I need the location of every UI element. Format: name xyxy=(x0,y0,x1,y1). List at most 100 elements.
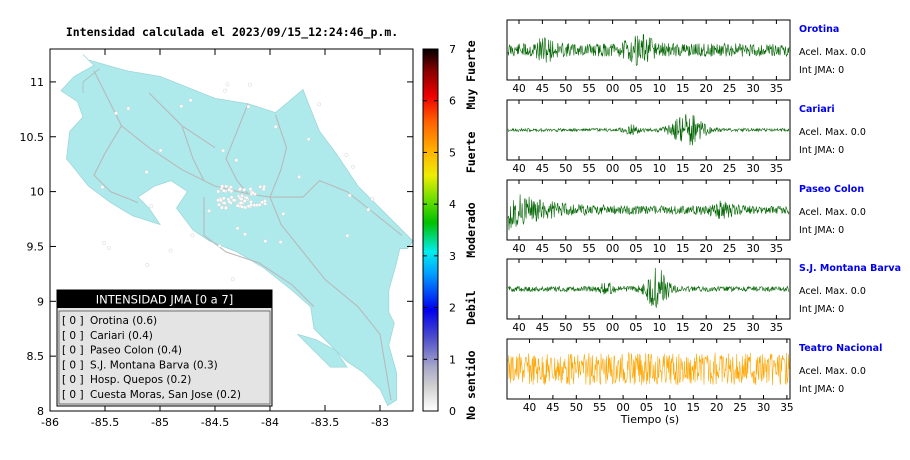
station-marker xyxy=(239,197,244,201)
station-marker xyxy=(370,197,375,202)
waveform-x-tick-label: 50 xyxy=(559,243,572,255)
waveform-x-tick-label: 10 xyxy=(653,83,666,95)
station-marker xyxy=(179,104,184,109)
waveform-x-tick-label: 20 xyxy=(700,83,713,95)
waveform-x-tick-label: 45 xyxy=(536,243,549,255)
waveform-x-tick-label: 30 xyxy=(746,83,759,95)
road-line xyxy=(225,103,249,195)
waveform-x-tick-label: 05 xyxy=(629,163,642,175)
station-marker xyxy=(224,184,229,189)
station-marker xyxy=(227,199,232,204)
station-marker xyxy=(229,185,233,190)
map-x-tick-label: -85.5 xyxy=(91,416,119,429)
waveform-trace xyxy=(507,267,790,308)
station-marker xyxy=(106,246,111,250)
station-marker xyxy=(244,195,249,200)
waveform-x-tick-label: 20 xyxy=(700,163,713,175)
waveform-panel: 40 45 50 55 00 05 10 15 20 25 30 35 xyxy=(506,338,794,414)
station-marker xyxy=(240,204,245,209)
map-y-tick-label: 8.5 xyxy=(27,350,45,363)
legend-item-level: [ 0 ] xyxy=(62,330,84,342)
station-marker xyxy=(261,187,266,192)
waveform-x-tick-label: 05 xyxy=(629,83,642,95)
station-marker xyxy=(273,124,278,129)
waveform-x-tick-label: 30 xyxy=(757,402,770,414)
station-marker xyxy=(229,195,234,200)
waveform-panel: 40 45 50 55 00 05 10 15 20 25 30 35 xyxy=(506,258,791,334)
waveform-x-tick-label: 00 xyxy=(606,83,619,95)
map-title: Intensidad calculada el 2023/09/15_12:24… xyxy=(66,25,398,40)
legend-item-label: Cariari (0.4) xyxy=(90,330,153,342)
intensity-map: Intensidad calculada el 2023/09/15_12:24… xyxy=(20,25,414,429)
station-marker xyxy=(250,190,255,195)
legend-item-level: [ 0 ] xyxy=(62,359,84,371)
station-marker xyxy=(223,88,228,93)
station-jma: Int JMA: 0 xyxy=(799,145,845,156)
station-marker xyxy=(223,206,228,210)
waveform-x-tick-label: 20 xyxy=(700,243,713,255)
station-acel-max: Acel. Max. 0.0 xyxy=(799,207,866,218)
station-marker xyxy=(235,203,240,208)
nicaragua-coast xyxy=(82,68,100,93)
waveform-x-tick-label: 55 xyxy=(583,83,596,95)
legend-item-label: Cuesta Moras, San Jose (0.2) xyxy=(90,389,241,401)
map-x-tick-label: -85 xyxy=(151,416,169,429)
road-line xyxy=(270,179,403,236)
map-x-tick-label: -83 xyxy=(371,416,389,429)
station-marker xyxy=(239,200,243,205)
legend-item-level: [ 0 ] xyxy=(62,389,84,401)
station-marker xyxy=(227,187,232,192)
colorbar-tick-label: 1 xyxy=(449,353,456,366)
waveform-x-tick-label: 40 xyxy=(512,243,525,255)
station-name: Paseo Colon xyxy=(799,184,865,195)
station-marker xyxy=(190,233,195,238)
waveform-x-tick-label: 55 xyxy=(583,163,596,175)
waveform-trace xyxy=(507,114,790,146)
station-marker xyxy=(168,248,173,253)
time-axis-label: Tiempo (s) xyxy=(620,413,680,426)
colorbar-tick-label: 6 xyxy=(449,95,456,108)
station-marker xyxy=(243,205,248,210)
station-marker xyxy=(243,232,247,237)
station-marker xyxy=(221,188,226,193)
station-marker xyxy=(344,153,349,158)
station-marker xyxy=(188,98,193,103)
station-marker xyxy=(126,106,131,111)
waveform-x-tick-label: 00 xyxy=(606,243,619,255)
waveform-x-tick-label: 40 xyxy=(512,83,525,95)
station-acel-max: Acel. Max. 0.0 xyxy=(799,127,866,138)
station-marker xyxy=(249,199,253,204)
waveform-x-tick-label: 00 xyxy=(606,322,619,334)
waveform-x-tick-label: 35 xyxy=(770,322,783,334)
waveform-x-tick-label: 15 xyxy=(676,83,689,95)
station-marker xyxy=(246,204,251,209)
waveform-x-tick-label: 15 xyxy=(676,243,689,255)
waveform-x-tick-label: 50 xyxy=(559,163,572,175)
colorbar-tick-label: 0 xyxy=(449,405,456,418)
waveform-x-tick-label: 25 xyxy=(723,83,736,95)
station-marker xyxy=(222,201,227,206)
station-marker xyxy=(231,198,236,203)
station-marker xyxy=(254,203,259,208)
station-marker xyxy=(317,102,322,107)
waveform-trace xyxy=(507,194,790,231)
intensity-colorbar: 0 1 2 3 4 5 6 7 No sentido Debil Moderado Fuerte Mu… xyxy=(422,40,478,420)
colorbar-tick-label: 2 xyxy=(449,302,456,315)
waveform-frame xyxy=(506,179,791,241)
map-y-tick-label: 10.5 xyxy=(20,131,45,144)
station-marker xyxy=(242,187,247,192)
station-marker xyxy=(235,226,240,231)
waveform-panel: 40 45 50 55 00 05 10 15 20 25 30 35 xyxy=(506,179,791,255)
waveform-x-tick-label: 25 xyxy=(723,243,736,255)
legend-item-level: [ 0 ] xyxy=(62,374,84,386)
legend-item-label: Orotina (0.6) xyxy=(90,315,157,327)
station-name: S.J. Montana Barva xyxy=(799,263,902,274)
map-y-tick-label: 11 xyxy=(30,76,44,89)
colorbar-gradient xyxy=(422,48,439,412)
waveform-x-tick-label: 25 xyxy=(723,322,736,334)
station-marker xyxy=(221,196,226,201)
road-line xyxy=(269,114,288,198)
road-line xyxy=(181,125,205,181)
station-marker xyxy=(347,193,352,198)
station-marker xyxy=(114,111,119,116)
